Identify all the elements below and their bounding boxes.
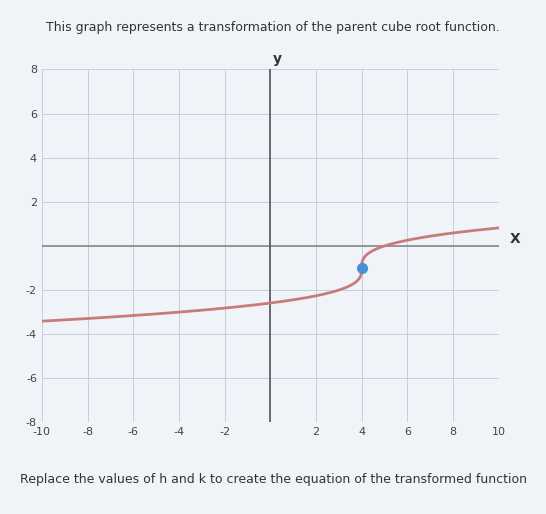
Text: Replace the values of h and k to create the equation of the transformed function: Replace the values of h and k to create … bbox=[20, 473, 526, 486]
Text: X: X bbox=[510, 232, 521, 246]
Text: This graph represents a transformation of the parent cube root function.: This graph represents a transformation o… bbox=[46, 21, 500, 33]
Text: y: y bbox=[272, 52, 282, 66]
